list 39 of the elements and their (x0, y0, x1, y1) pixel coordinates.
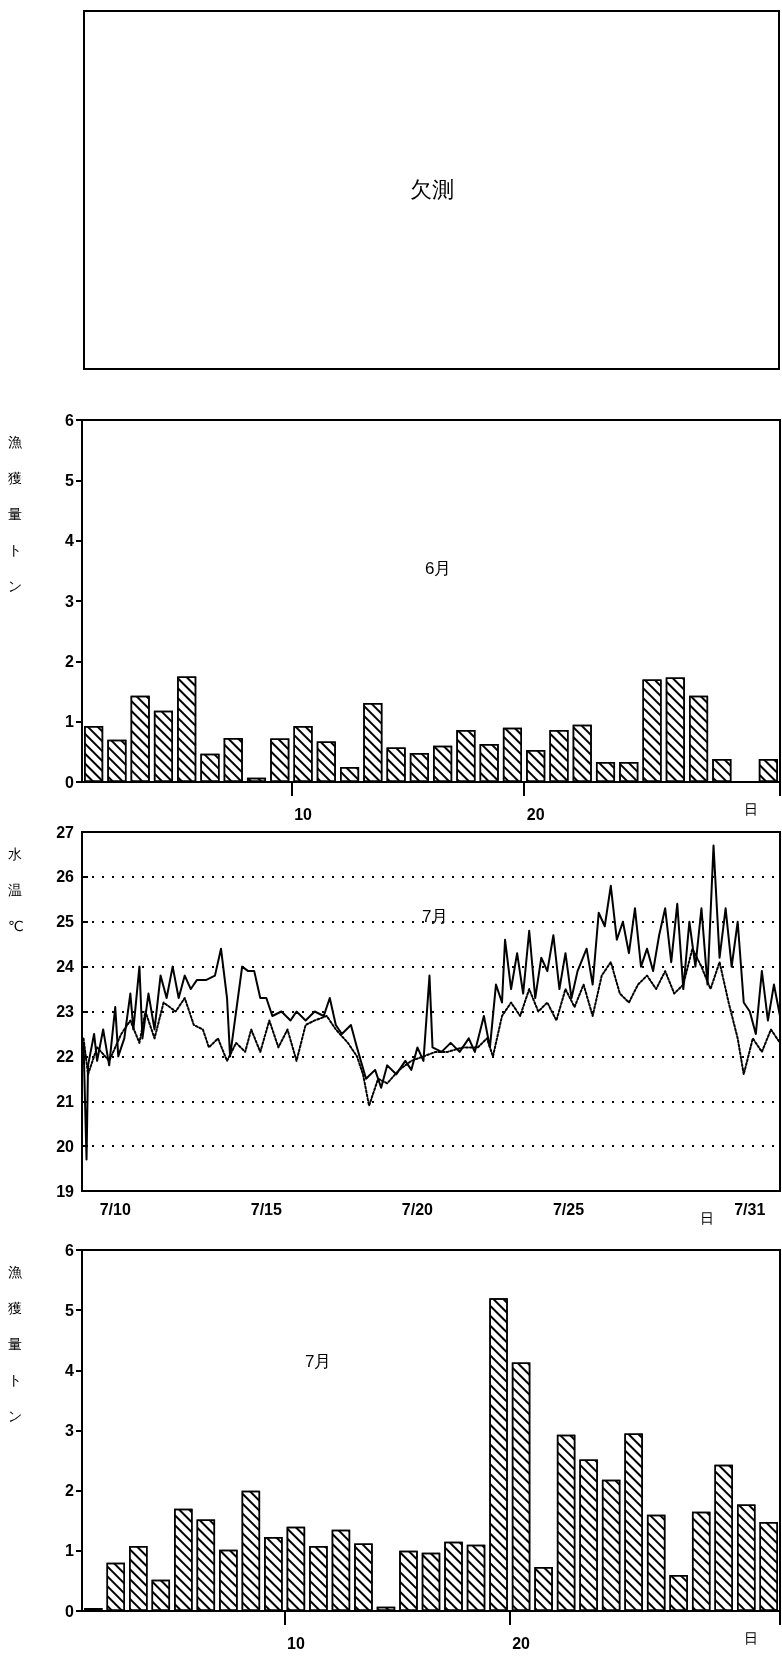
y-tick-label: 3 (65, 592, 75, 610)
x-tick-label: 7/20 (401, 1200, 434, 1218)
y-tick-label: 26 (56, 868, 75, 886)
y-tick-label: 2 (65, 652, 75, 670)
y-tick-label: 19 (56, 1182, 75, 1200)
x-axis-title: 日 (744, 1630, 758, 1646)
y-tick-label: 1 (65, 1542, 75, 1560)
y-tick-label: 24 (56, 958, 75, 976)
x-tick-label: 7/25 (552, 1200, 585, 1218)
y-tick-label: 6 (65, 1241, 75, 1259)
x-tick-label: 7/10 (99, 1200, 131, 1218)
y-tick-label: 5 (65, 1301, 75, 1319)
text: 7月 (305, 1352, 332, 1371)
x-tick-label: 7/15 (250, 1200, 282, 1218)
x-tick-label: 10 (287, 1634, 305, 1652)
text: 欠測 (409, 176, 454, 204)
y-tick-label: 25 (56, 913, 75, 931)
x-tick-label: 10 (294, 805, 313, 823)
y-tick-label: 0 (65, 1602, 75, 1620)
y-tick-label: 21 (56, 1092, 75, 1110)
x-tick-label: 7/31 (734, 1200, 766, 1218)
x-axis-title: 日 (700, 1210, 714, 1226)
y-tick-label: 3 (65, 1422, 75, 1439)
y-tick-label: 23 (56, 1003, 75, 1020)
y-tick-label: 0 (65, 773, 75, 791)
y-tick-label: 4 (65, 532, 75, 550)
x-axis-title: 日 (744, 801, 758, 817)
text: 水温℃ (8, 846, 24, 934)
text: 漁獲量トン (8, 1264, 22, 1424)
y-tick-label: 4 (65, 1361, 75, 1379)
y-tick-label: 22 (56, 1047, 75, 1065)
y-tick-label: 27 (56, 823, 75, 841)
y-tick-label: 5 (65, 471, 75, 489)
y-tick-label: 1 (65, 713, 75, 731)
text: 漁獲量トン (8, 434, 22, 594)
y-tick-label: 6 (65, 411, 75, 429)
text: 6月 (425, 559, 452, 578)
y-tick-label: 2 (65, 1482, 75, 1500)
y-tick-label: 20 (56, 1137, 75, 1155)
